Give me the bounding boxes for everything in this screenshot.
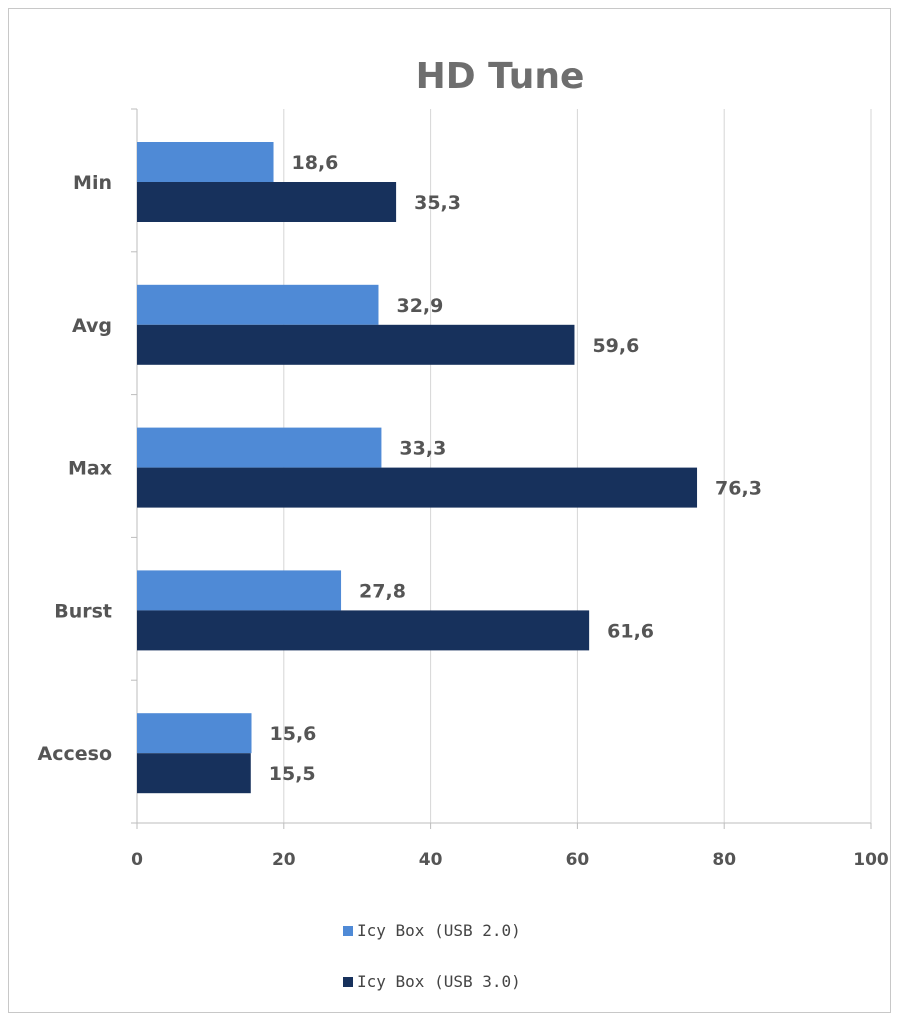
legend-label: Icy Box (USB 2.0) (357, 921, 521, 940)
x-tick-label: 20 (272, 850, 296, 870)
data-label: 27,8 (359, 580, 406, 602)
data-label: 33,3 (399, 438, 446, 460)
bar (137, 284, 379, 325)
bar (137, 753, 251, 794)
x-tick-label: 40 (419, 850, 443, 870)
category-label: Min (73, 172, 112, 194)
bar (137, 142, 274, 182)
legend-swatch (343, 977, 353, 987)
bar (137, 713, 252, 754)
x-tick-label: 80 (712, 850, 736, 870)
data-label: 76,3 (715, 478, 762, 500)
category-label: Acceso (38, 743, 112, 765)
bar (137, 182, 397, 222)
legend: Icy Box (USB 2.0) Icy Box (USB 3.0) (343, 921, 521, 991)
data-label: 15,5 (269, 763, 316, 785)
data-label: 61,6 (607, 620, 654, 642)
category-label: Avg (72, 315, 112, 337)
category-label: Burst (54, 600, 112, 622)
legend-label: Icy Box (USB 3.0) (357, 972, 521, 991)
bar (137, 610, 590, 651)
chart-title: HD Tune (416, 56, 585, 97)
data-label: 35,3 (414, 192, 461, 214)
data-label: 32,9 (396, 295, 443, 317)
bar (137, 427, 382, 468)
x-tick-label: 60 (566, 850, 590, 870)
legend-swatch (343, 926, 353, 936)
category-label: Max (68, 458, 112, 480)
data-label: 15,6 (270, 723, 317, 745)
bar (137, 570, 342, 611)
data-label: 59,6 (592, 335, 639, 357)
x-tick-label: 0 (131, 850, 143, 870)
bar (137, 324, 575, 365)
bar (137, 467, 698, 508)
x-tick-label: 100 (853, 850, 889, 870)
data-label: 18,6 (292, 152, 339, 174)
plot-area: 0 20 40 60 80 100 Min 18,6 35,3 Avg 32,9 59,6 Max 33,… (38, 108, 889, 870)
